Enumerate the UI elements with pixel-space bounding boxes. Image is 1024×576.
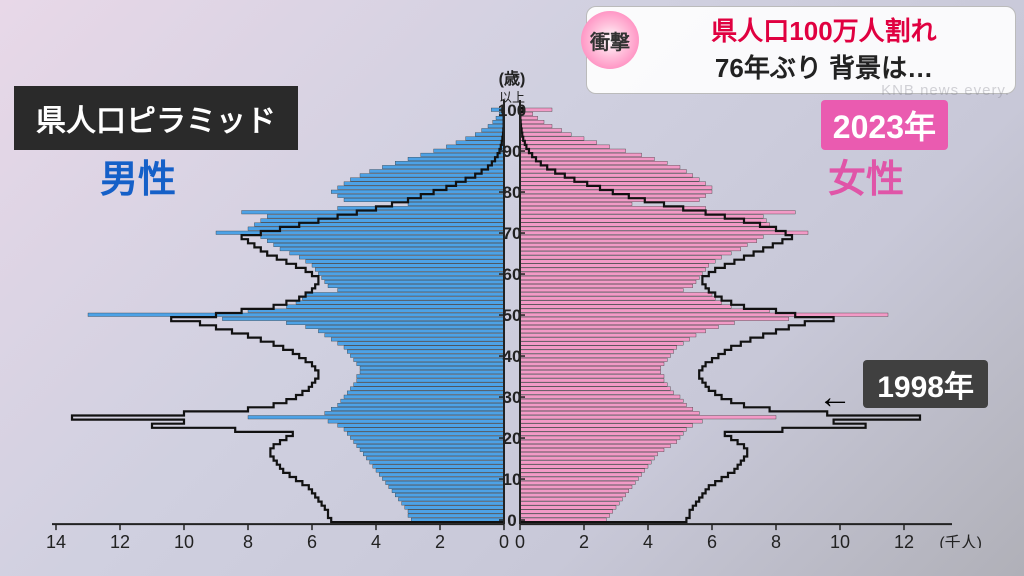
svg-text:10: 10 <box>830 532 850 548</box>
svg-text:6: 6 <box>707 532 717 548</box>
svg-text:8: 8 <box>771 532 781 548</box>
svg-text:10: 10 <box>503 470 522 489</box>
svg-text:30: 30 <box>503 388 522 407</box>
svg-text:50: 50 <box>503 306 522 325</box>
svg-text:2: 2 <box>579 532 589 548</box>
svg-text:8: 8 <box>243 532 253 548</box>
svg-text:0: 0 <box>515 532 525 548</box>
svg-text:20: 20 <box>503 429 522 448</box>
svg-text:10: 10 <box>174 532 194 548</box>
svg-text:4: 4 <box>643 532 653 548</box>
svg-text:12: 12 <box>894 532 914 548</box>
svg-text:0: 0 <box>499 532 509 548</box>
y-top-label: 以上 <box>499 90 525 105</box>
headline-line1: 県人口100万人割れ <box>643 11 1005 48</box>
svg-text:90: 90 <box>503 142 522 161</box>
svg-text:6: 6 <box>307 532 317 548</box>
male-2023-bars <box>88 108 504 522</box>
female-2023-bars <box>520 108 888 522</box>
svg-text:40: 40 <box>503 347 522 366</box>
svg-text:60: 60 <box>503 265 522 284</box>
svg-text:2: 2 <box>435 532 445 548</box>
y-unit: (歳) <box>499 69 526 88</box>
svg-text:80: 80 <box>503 183 522 202</box>
population-pyramid-chart: 0102030405060708090100(歳)以上1412108642002… <box>32 68 992 548</box>
svg-text:12: 12 <box>110 532 130 548</box>
x-unit: (千人) <box>939 534 982 548</box>
svg-text:70: 70 <box>503 224 522 243</box>
shock-badge: 衝撃 <box>581 11 639 69</box>
svg-text:0: 0 <box>507 511 516 530</box>
svg-text:4: 4 <box>371 532 381 548</box>
svg-text:14: 14 <box>46 532 66 548</box>
